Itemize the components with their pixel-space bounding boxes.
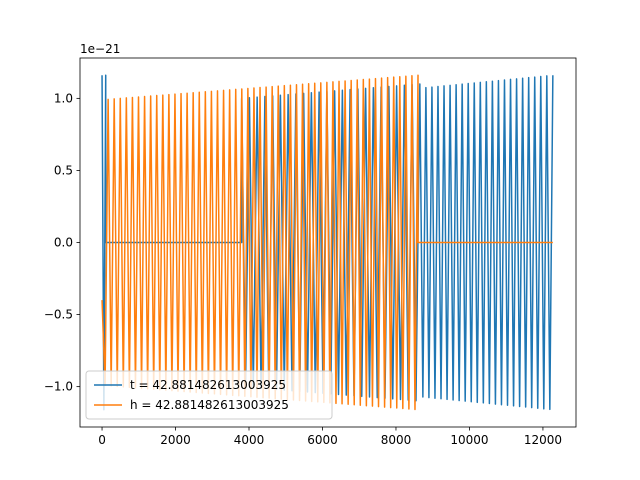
x-tick-label: 12000 xyxy=(524,433,562,447)
y-tick-label: 1.0 xyxy=(54,91,73,105)
legend: t = 42.881482613003925 h = 42.88148261300… xyxy=(85,370,333,420)
y-tick-label: −1.0 xyxy=(44,380,73,394)
x-tick-label: 2000 xyxy=(160,433,191,447)
x-tick-label: 4000 xyxy=(234,433,265,447)
y-tick-label: 0.0 xyxy=(54,236,73,250)
x-tick-label: 8000 xyxy=(381,433,412,447)
series-layer xyxy=(101,74,554,411)
x-tick-label: 0 xyxy=(98,433,106,447)
y-axis-ticks: −1.0 −0.5 0.0 0.5 1.0 xyxy=(44,91,80,394)
x-tick-label: 6000 xyxy=(307,433,338,447)
y-tick-label: 0.5 xyxy=(54,163,73,177)
y-tick-label: −0.5 xyxy=(44,308,73,322)
x-tick-label: 10000 xyxy=(450,433,488,447)
legend-label: h = 42.881482613003925 xyxy=(130,398,289,412)
y-scale-label: 1e−21 xyxy=(80,42,120,56)
legend-label: t = 42.881482613003925 xyxy=(130,378,286,392)
x-axis-ticks: 0 2000 4000 6000 8000 10000 12000 xyxy=(98,427,562,447)
legend-box xyxy=(85,370,333,420)
